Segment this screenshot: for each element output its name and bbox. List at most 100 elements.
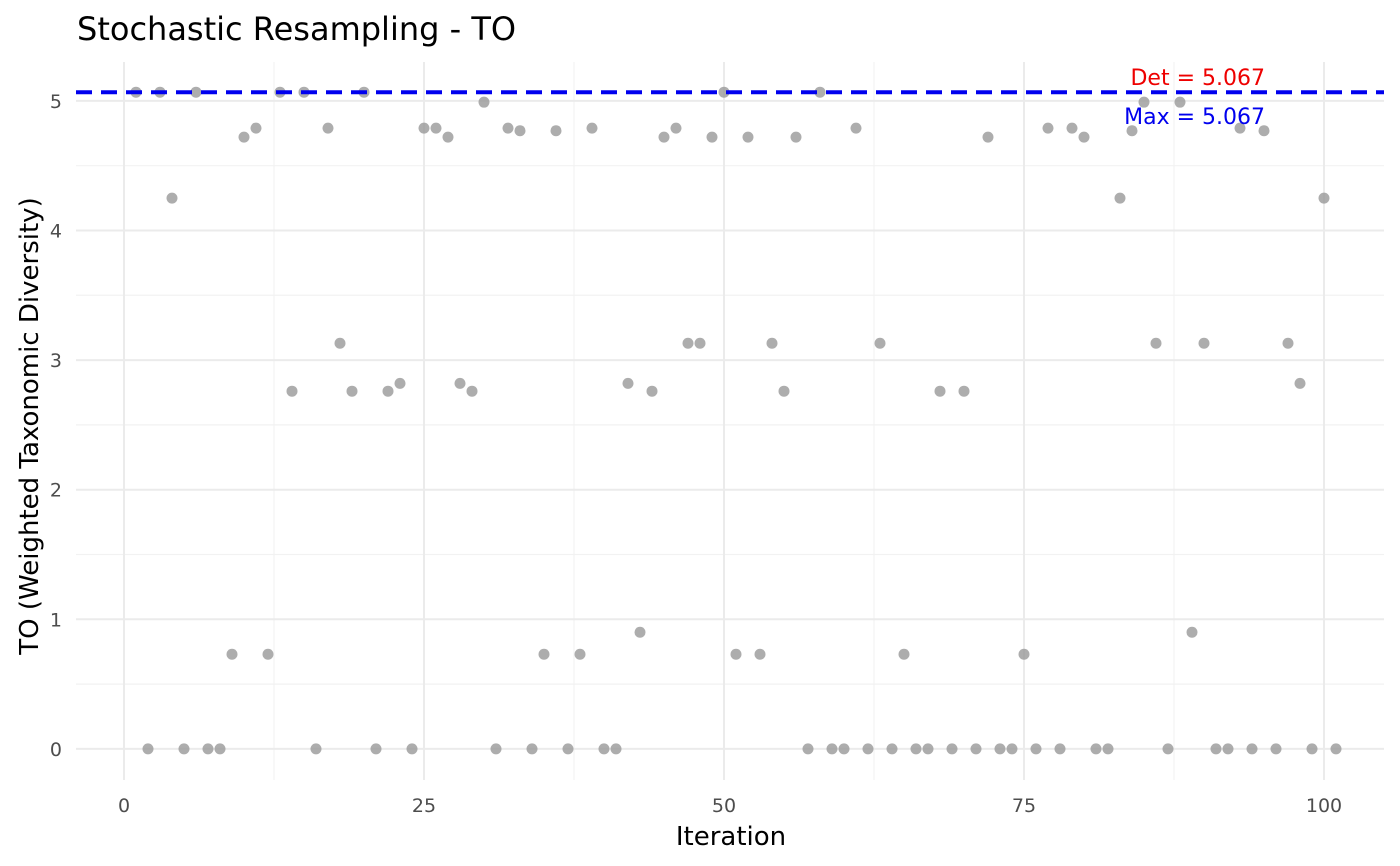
data-point [226, 648, 238, 660]
data-point [322, 122, 334, 134]
data-point [718, 86, 730, 98]
y-tick-label: 0 [50, 739, 62, 761]
data-point [202, 743, 214, 755]
data-point [418, 122, 430, 134]
data-point [898, 648, 910, 660]
data-point [214, 743, 226, 755]
data-point [1330, 743, 1342, 755]
data-point [1282, 337, 1294, 349]
data-point [262, 648, 274, 660]
data-point [934, 385, 946, 397]
data-point [814, 86, 826, 98]
y-tick-label: 1 [50, 609, 62, 631]
data-point [526, 743, 538, 755]
data-point [1090, 743, 1102, 755]
data-point [1150, 337, 1162, 349]
data-point [1270, 743, 1282, 755]
y-tick-label: 3 [50, 350, 62, 372]
data-point [646, 385, 658, 397]
data-point [982, 131, 994, 143]
data-point [1006, 743, 1018, 755]
data-point [634, 626, 646, 638]
data-point [574, 648, 586, 660]
data-point [682, 337, 694, 349]
x-tick-label: 0 [118, 795, 130, 817]
data-point [1054, 743, 1066, 755]
data-point [850, 122, 862, 134]
data-point [286, 385, 298, 397]
y-axis-ticks: 0 1 2 3 4 5 [50, 91, 62, 761]
data-point [1138, 96, 1150, 108]
data-point [1174, 96, 1186, 108]
data-point [670, 122, 682, 134]
data-point [706, 131, 718, 143]
data-point [1198, 337, 1210, 349]
data-point [1258, 125, 1270, 137]
data-point [910, 743, 922, 755]
data-point [1102, 743, 1114, 755]
data-point [442, 131, 454, 143]
data-point [1018, 648, 1030, 660]
x-tick-label: 75 [1012, 795, 1036, 817]
data-point [922, 743, 934, 755]
data-point [1078, 131, 1090, 143]
data-point [178, 743, 190, 755]
data-point [1234, 122, 1246, 134]
data-point [370, 743, 382, 755]
data-point [1114, 192, 1126, 204]
data-point [970, 743, 982, 755]
data-point [754, 648, 766, 660]
data-point [766, 337, 778, 349]
data-point [454, 377, 466, 389]
data-point [1042, 122, 1054, 134]
x-tick-label: 50 [712, 795, 736, 817]
data-point [586, 122, 598, 134]
data-point [406, 743, 418, 755]
data-point [994, 743, 1006, 755]
data-point [946, 743, 958, 755]
data-point [886, 743, 898, 755]
data-point [394, 377, 406, 389]
major-gridlines [76, 62, 1384, 780]
data-point [1246, 743, 1258, 755]
data-point [1210, 743, 1222, 755]
data-point [802, 743, 814, 755]
data-point [514, 125, 526, 137]
data-point [598, 743, 610, 755]
data-point [562, 743, 574, 755]
data-point [874, 337, 886, 349]
data-point [1294, 377, 1306, 389]
data-points [130, 86, 1342, 755]
x-axis-title: Iteration [676, 822, 786, 852]
data-point [334, 337, 346, 349]
data-point [550, 125, 562, 137]
det-annotation: Det = 5.067 [1130, 66, 1265, 91]
data-point [238, 131, 250, 143]
data-point [1162, 743, 1174, 755]
data-point [958, 385, 970, 397]
data-point [1126, 125, 1138, 137]
data-point [190, 86, 202, 98]
data-point [838, 743, 850, 755]
data-point [538, 648, 550, 660]
data-point [166, 192, 178, 204]
x-tick-label: 25 [412, 795, 436, 817]
data-point [382, 385, 394, 397]
max-annotation: Max = 5.067 [1124, 105, 1265, 130]
data-point [694, 337, 706, 349]
data-point [346, 385, 358, 397]
y-tick-label: 4 [50, 220, 62, 242]
data-point [310, 743, 322, 755]
data-point [742, 131, 754, 143]
data-point [430, 122, 442, 134]
x-tick-label: 100 [1306, 795, 1342, 817]
data-point [490, 743, 502, 755]
y-axis-title: TO (Weighted Taxonomic Diversity) [15, 197, 45, 655]
data-point [1030, 743, 1042, 755]
data-point [250, 122, 262, 134]
x-axis-ticks: 0 25 50 75 100 [118, 795, 1342, 817]
data-point [502, 122, 514, 134]
data-point [1066, 122, 1078, 134]
data-point [478, 96, 490, 108]
